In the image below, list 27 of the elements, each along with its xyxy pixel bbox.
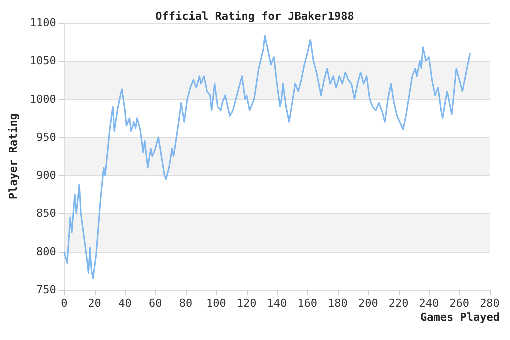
y-tick-label: 1100 xyxy=(30,16,56,30)
y-axis-title: Player Rating xyxy=(7,113,20,200)
x-tick-label: 60 xyxy=(148,297,162,310)
x-tick-label: 20 xyxy=(88,297,102,310)
x-tick-label: 260 xyxy=(450,297,470,310)
x-tick-label: 120 xyxy=(236,297,257,310)
y-tick-label: 800 xyxy=(36,245,56,258)
x-tick-label: 140 xyxy=(267,297,288,310)
x-tick-label: 200 xyxy=(358,297,378,310)
line-series xyxy=(64,35,471,280)
x-tick-label: 220 xyxy=(388,297,409,310)
x-tick-label: 100 xyxy=(206,297,226,310)
x-tick-label: 0 xyxy=(61,297,68,310)
x-tick-label: 160 xyxy=(298,297,318,310)
x-tick-label: 280 xyxy=(480,297,500,310)
y-tick-label: 950 xyxy=(36,130,56,144)
y-tick-label: 850 xyxy=(36,207,56,220)
y-tick-label: 900 xyxy=(36,169,56,182)
y-tick-label: 1000 xyxy=(30,92,56,106)
x-tick-label: 80 xyxy=(179,297,193,310)
y-tick-label: 750 xyxy=(36,284,56,296)
x-tick-label: 40 xyxy=(118,297,132,310)
chart-title: Official Rating for JBaker1988 xyxy=(156,10,354,23)
x-tick-label: 180 xyxy=(328,297,348,310)
x-axis-title: Games Played xyxy=(420,311,500,324)
y-tick-label: 1050 xyxy=(30,54,56,68)
x-tick-label: 240 xyxy=(419,297,440,310)
